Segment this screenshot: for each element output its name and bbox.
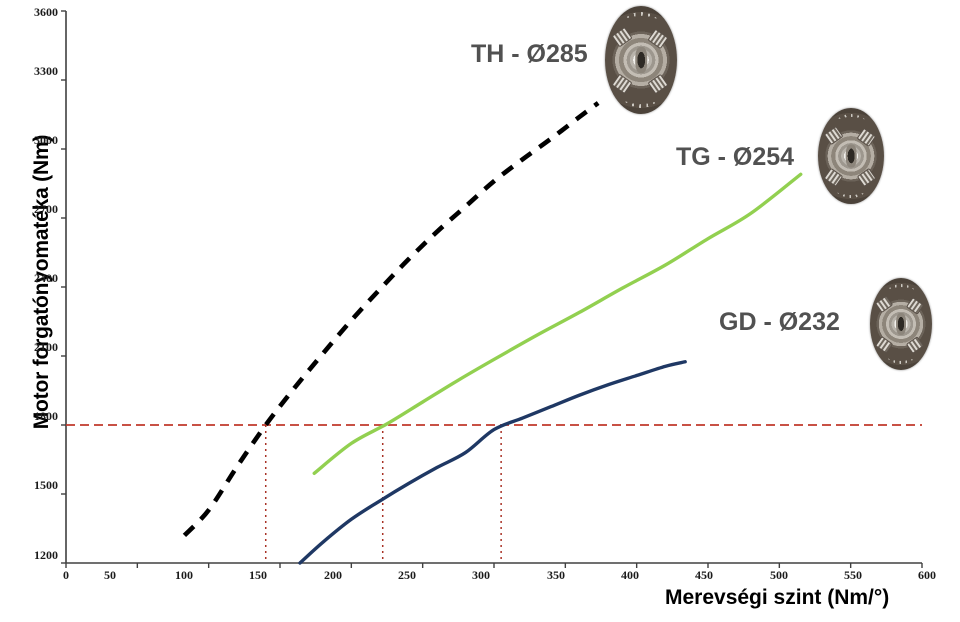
x-tick-600: 600 (918, 568, 936, 582)
series-label-gd: GD - Ø232 (719, 308, 840, 336)
x-axis-title: Merevségi szint (Nm/°) (665, 586, 890, 609)
y-tick-3000: 3000 (34, 133, 58, 147)
clutch-disc-tg-image (818, 108, 884, 204)
x-tick-350: 350 (547, 568, 565, 582)
disc-hub (896, 312, 906, 336)
axes (61, 10, 923, 568)
drop-lines (264, 425, 502, 563)
series-label-tg: TG - Ø254 (676, 143, 795, 171)
x-tick-550: 550 (844, 568, 862, 582)
clutch-disc-gd-image (870, 278, 932, 370)
y-tick-2400: 2400 (34, 271, 58, 285)
x-tick-100: 100 (175, 568, 193, 582)
x-tick-450: 450 (695, 568, 713, 582)
y-tick-3300: 3300 (34, 64, 58, 78)
series-curves (182, 101, 803, 565)
y-tick-1200: 1200 (34, 548, 58, 562)
y-tick-1800: 1800 (34, 409, 58, 423)
y-tick-2100: 2100 (34, 340, 58, 354)
y-tick-1500: 1500 (34, 478, 58, 492)
x-tick-200: 200 (324, 568, 342, 582)
disc-hub (845, 144, 857, 168)
x-tick-150: 150 (249, 568, 267, 582)
x-tick-400: 400 (621, 568, 639, 582)
disc-hub (635, 47, 647, 73)
y-tick-2700: 2700 (34, 202, 58, 216)
series-curve-tg (312, 172, 803, 475)
x-tick-250: 250 (398, 568, 416, 582)
x-tick-500: 500 (770, 568, 788, 582)
series-curve-th (182, 101, 600, 538)
clutch-disc-th-image (605, 6, 677, 114)
series-curve-gd (298, 360, 687, 565)
x-tick-50: 50 (104, 568, 116, 582)
x-tick-0: 0 (63, 568, 69, 582)
y-tick-3600: 3600 (34, 5, 58, 19)
x-tick-300: 300 (472, 568, 490, 582)
series-label-th: TH - Ø285 (471, 40, 588, 68)
